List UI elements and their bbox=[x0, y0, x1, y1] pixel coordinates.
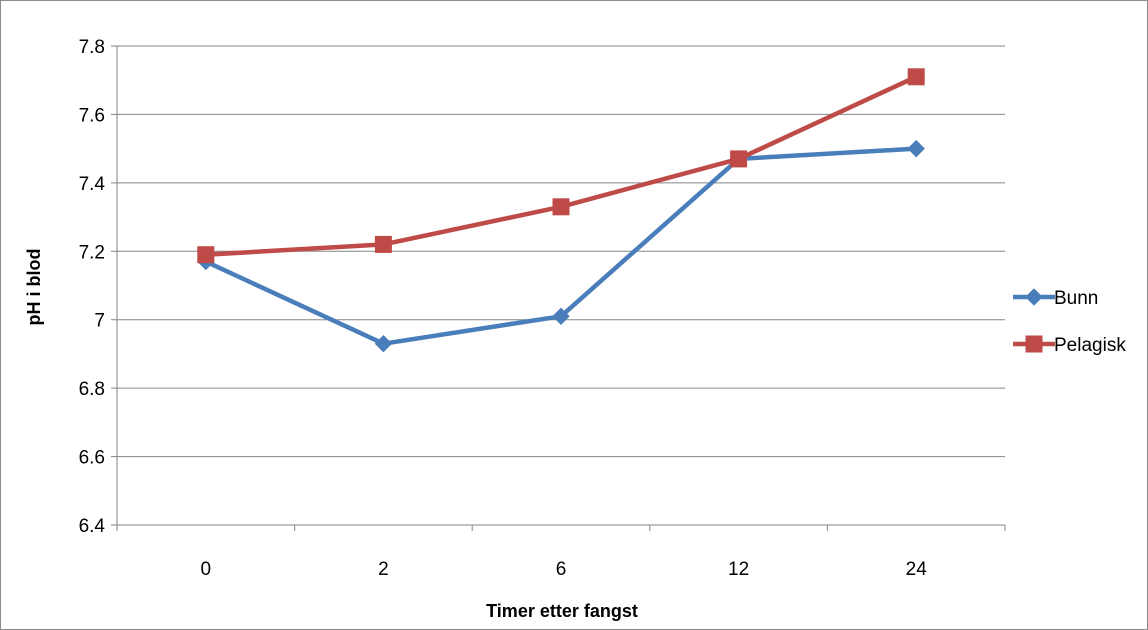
x-tick-label: 12 bbox=[728, 559, 749, 580]
data-point bbox=[197, 246, 215, 264]
x-tick-label: 0 bbox=[201, 559, 212, 580]
series-group bbox=[197, 68, 925, 353]
data-point bbox=[730, 150, 748, 168]
x-tick-label: 6 bbox=[556, 559, 567, 580]
data-point bbox=[907, 139, 925, 158]
series-line bbox=[205, 74, 918, 257]
legend: Bunn Pelagisk bbox=[1013, 288, 1126, 356]
data-point bbox=[374, 334, 393, 353]
data-point bbox=[374, 235, 392, 253]
legend-label: Bunn bbox=[1054, 288, 1098, 309]
y-tick-label: 7.6 bbox=[79, 105, 105, 126]
data-point bbox=[907, 68, 925, 86]
x-tick-label: 24 bbox=[906, 559, 928, 580]
data-point bbox=[552, 307, 570, 325]
y-axis-title: pH i blod bbox=[24, 249, 44, 326]
legend-marker bbox=[1025, 335, 1043, 353]
y-tick-label: 7.4 bbox=[79, 174, 106, 195]
y-tick-label: 6.4 bbox=[79, 516, 106, 537]
y-tick-label: 6.6 bbox=[79, 448, 105, 469]
data-point bbox=[552, 198, 570, 216]
x-tick-label: 2 bbox=[378, 559, 389, 580]
legend-item: Pelagisk bbox=[1013, 335, 1126, 356]
series-pelagisk bbox=[197, 68, 925, 264]
legend-label: Pelagisk bbox=[1054, 335, 1126, 356]
x-axis-title: Timer etter fangst bbox=[486, 601, 638, 621]
legend-item: Bunn bbox=[1013, 288, 1098, 309]
y-tick-label: 6.8 bbox=[79, 379, 105, 400]
y-tick-labels: 6.4 6.6 6.8 7 7.2 7.4 7.6 7.8 bbox=[79, 37, 117, 537]
legend-marker bbox=[1025, 288, 1043, 306]
y-tick-label: 7 bbox=[94, 311, 105, 332]
axes bbox=[116, 46, 1005, 526]
x-tick-labels: 0 2 6 12 24 bbox=[116, 525, 1006, 580]
y-tick-label: 7.8 bbox=[79, 37, 105, 58]
gridlines bbox=[117, 45, 1005, 458]
y-tick-label: 7.2 bbox=[79, 242, 105, 263]
